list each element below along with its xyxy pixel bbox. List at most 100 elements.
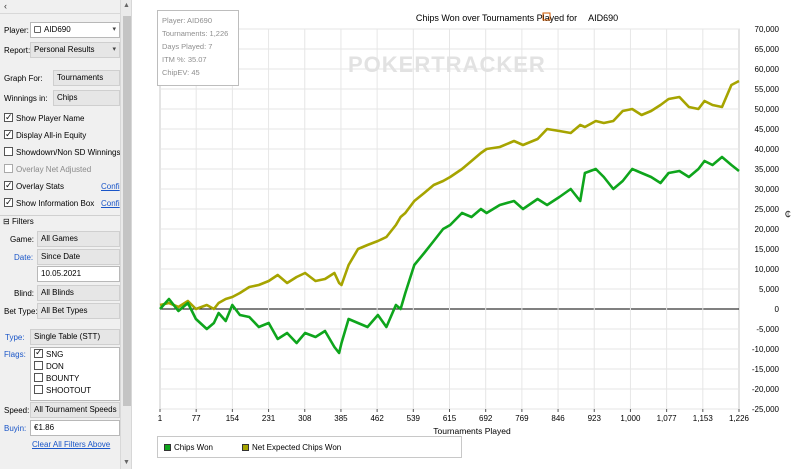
x-tick-label: 1,153 [693, 414, 714, 423]
checkbox[interactable] [34, 348, 43, 358]
blind-select[interactable]: All Blinds [37, 285, 120, 301]
y-tick-label: 50,000 [755, 105, 780, 114]
bet-type-select[interactable]: All Bet Types [37, 303, 120, 319]
info-box-config-link[interactable]: Confi [101, 199, 120, 208]
y-tick-label: -15,000 [752, 365, 780, 374]
game-select[interactable]: All Games [37, 231, 120, 247]
x-tick-label: 154 [226, 414, 240, 423]
chart-title-text: Chips Won over Tournaments Played for [416, 13, 579, 23]
legend-item-chips-won[interactable]: Chips Won [164, 443, 213, 452]
flags-list: SNG DON BOUNTY SHOOTOUT [30, 347, 120, 401]
checkbox [4, 164, 13, 173]
buyin-value: €1.86 [34, 423, 55, 432]
x-tick-label: 539 [407, 414, 421, 423]
information-box: Player: AID690 Tournaments: 1,226 Days P… [157, 10, 239, 86]
legend-item-net-expected[interactable]: Net Expected Chips Won [242, 443, 341, 452]
winnings-in-select[interactable]: Chips [53, 90, 120, 106]
report-label: Report: [4, 46, 31, 55]
checkbox[interactable] [4, 178, 13, 192]
date-input[interactable]: 10.05.2021 [37, 266, 120, 282]
y-tick-label: -25,000 [752, 405, 780, 414]
checkbox[interactable] [4, 195, 13, 209]
report-select[interactable]: Personal Results ▾ [30, 42, 120, 58]
type-select[interactable]: Single Table (STT) [30, 329, 120, 345]
x-tick-label: 1 [158, 414, 163, 423]
option-label: Overlay Net Adjusted [16, 165, 92, 174]
x-axis-title: Tournaments Played [433, 426, 511, 436]
buyin-input[interactable]: €1.86 [30, 420, 120, 436]
flag-bounty[interactable]: BOUNTY [34, 373, 79, 385]
flag-shootout[interactable]: SHOOTOUT [34, 385, 91, 397]
scroll-up-icon[interactable]: ▲ [123, 2, 130, 9]
date-label[interactable]: Date: [14, 253, 34, 262]
filters-header[interactable]: ⊟ Filters [0, 215, 120, 227]
report-value: Personal Results [34, 45, 95, 54]
chart-area: POKERTRACKER 70,000 65,000 60,000 55,000 50,… [132, 0, 800, 469]
info-chipev: ChipEV: 45 [162, 68, 200, 77]
y-tick-label: 20,000 [755, 225, 780, 234]
scroll-down-icon[interactable]: ▼ [123, 459, 130, 466]
x-tick-label: 385 [334, 414, 348, 423]
y-tick-label: 10,000 [755, 265, 780, 274]
game-label: Game: [10, 235, 35, 244]
flag-don[interactable]: DON [34, 361, 64, 373]
chevron-down-icon[interactable]: ▾ [112, 46, 116, 53]
axis-layer: 70,000 65,000 60,000 55,000 50,000 45,000 40,0… [158, 25, 791, 423]
series-line-chips-won [159, 155, 740, 355]
collapse-icon[interactable]: ⊟ [3, 217, 10, 226]
option-show-player-name[interactable]: Show Player Name [4, 110, 85, 126]
info-player: Player: AID690 [162, 16, 213, 25]
info-tournaments: Tournaments: 1,226 [162, 29, 229, 38]
checkbox[interactable] [34, 373, 43, 382]
y-tick-label: 40,000 [755, 145, 780, 154]
y-tick-label: -20,000 [752, 385, 780, 394]
option-label: Show Player Name [16, 114, 85, 123]
y-tick-label: -10,000 [752, 345, 780, 354]
flag-label: DON [46, 362, 64, 371]
chart-svg: POKERTRACKER 70,000 65,000 60,000 55,000 50,… [158, 12, 791, 436]
game-value: All Games [41, 234, 78, 243]
series-line-net-expected [159, 79, 740, 311]
checkbox[interactable] [34, 361, 43, 370]
option-display-allin-equity[interactable]: Display All-in Equity [4, 127, 86, 143]
player-select[interactable]: AID690 ▾ [30, 22, 120, 38]
checkbox[interactable] [4, 110, 13, 124]
chevron-down-icon[interactable]: ▾ [112, 26, 116, 33]
bet-type-label: Bet Type: [4, 307, 38, 316]
option-show-information-box[interactable]: Show Information Box [4, 195, 94, 211]
player-icon [542, 12, 551, 21]
overlay-stats-config-link[interactable]: Confi [101, 182, 120, 191]
x-tick-label: 462 [370, 414, 384, 423]
y-tick-label: 65,000 [755, 45, 780, 54]
speed-select[interactable]: All Tournament Speeds [30, 402, 120, 418]
option-overlay-stats[interactable]: Overlay Stats [4, 178, 64, 194]
date-select[interactable]: Since Date [37, 249, 120, 265]
y-tick-label: -5,000 [756, 325, 779, 334]
clear-filters-link[interactable]: Clear All Filters Above [32, 440, 111, 449]
y-tick-label: 5,000 [759, 285, 780, 294]
option-overlay-net-adjusted: Overlay Net Adjusted [4, 163, 91, 177]
player-label: Player: [4, 26, 29, 35]
flags-label[interactable]: Flags: [4, 350, 26, 359]
graph-for-select[interactable]: Tournaments [53, 70, 120, 86]
checkbox[interactable] [34, 385, 43, 394]
legend-label: Net Expected Chips Won [252, 443, 342, 452]
sidebar-scrollbar[interactable]: ▲ ▼ [120, 0, 131, 469]
y-axis-symbol: ₵ [785, 210, 791, 219]
checkbox[interactable] [4, 127, 13, 141]
type-label[interactable]: Type: [5, 333, 25, 342]
filter-panel: ‹ Player: AID690 ▾ Report: Personal Resu… [0, 0, 132, 469]
flag-label: SNG [46, 350, 64, 359]
y-tick-label: 55,000 [755, 85, 780, 94]
scroll-thumb[interactable] [123, 16, 131, 406]
blind-value: All Blinds [41, 288, 74, 297]
speed-value: All Tournament Speeds [34, 405, 117, 414]
panel-collapse-bar[interactable]: ‹ [0, 0, 120, 14]
flag-label: BOUNTY [46, 374, 80, 383]
buyin-label[interactable]: Buyin: [4, 424, 27, 433]
y-tick-label: 45,000 [755, 125, 780, 134]
flag-sng[interactable]: SNG [34, 348, 64, 361]
collapse-left-icon[interactable]: ‹ [4, 1, 7, 11]
checkbox[interactable] [4, 147, 13, 156]
option-showdown-winnings[interactable]: Showdown/Non SD Winnings [4, 146, 121, 160]
